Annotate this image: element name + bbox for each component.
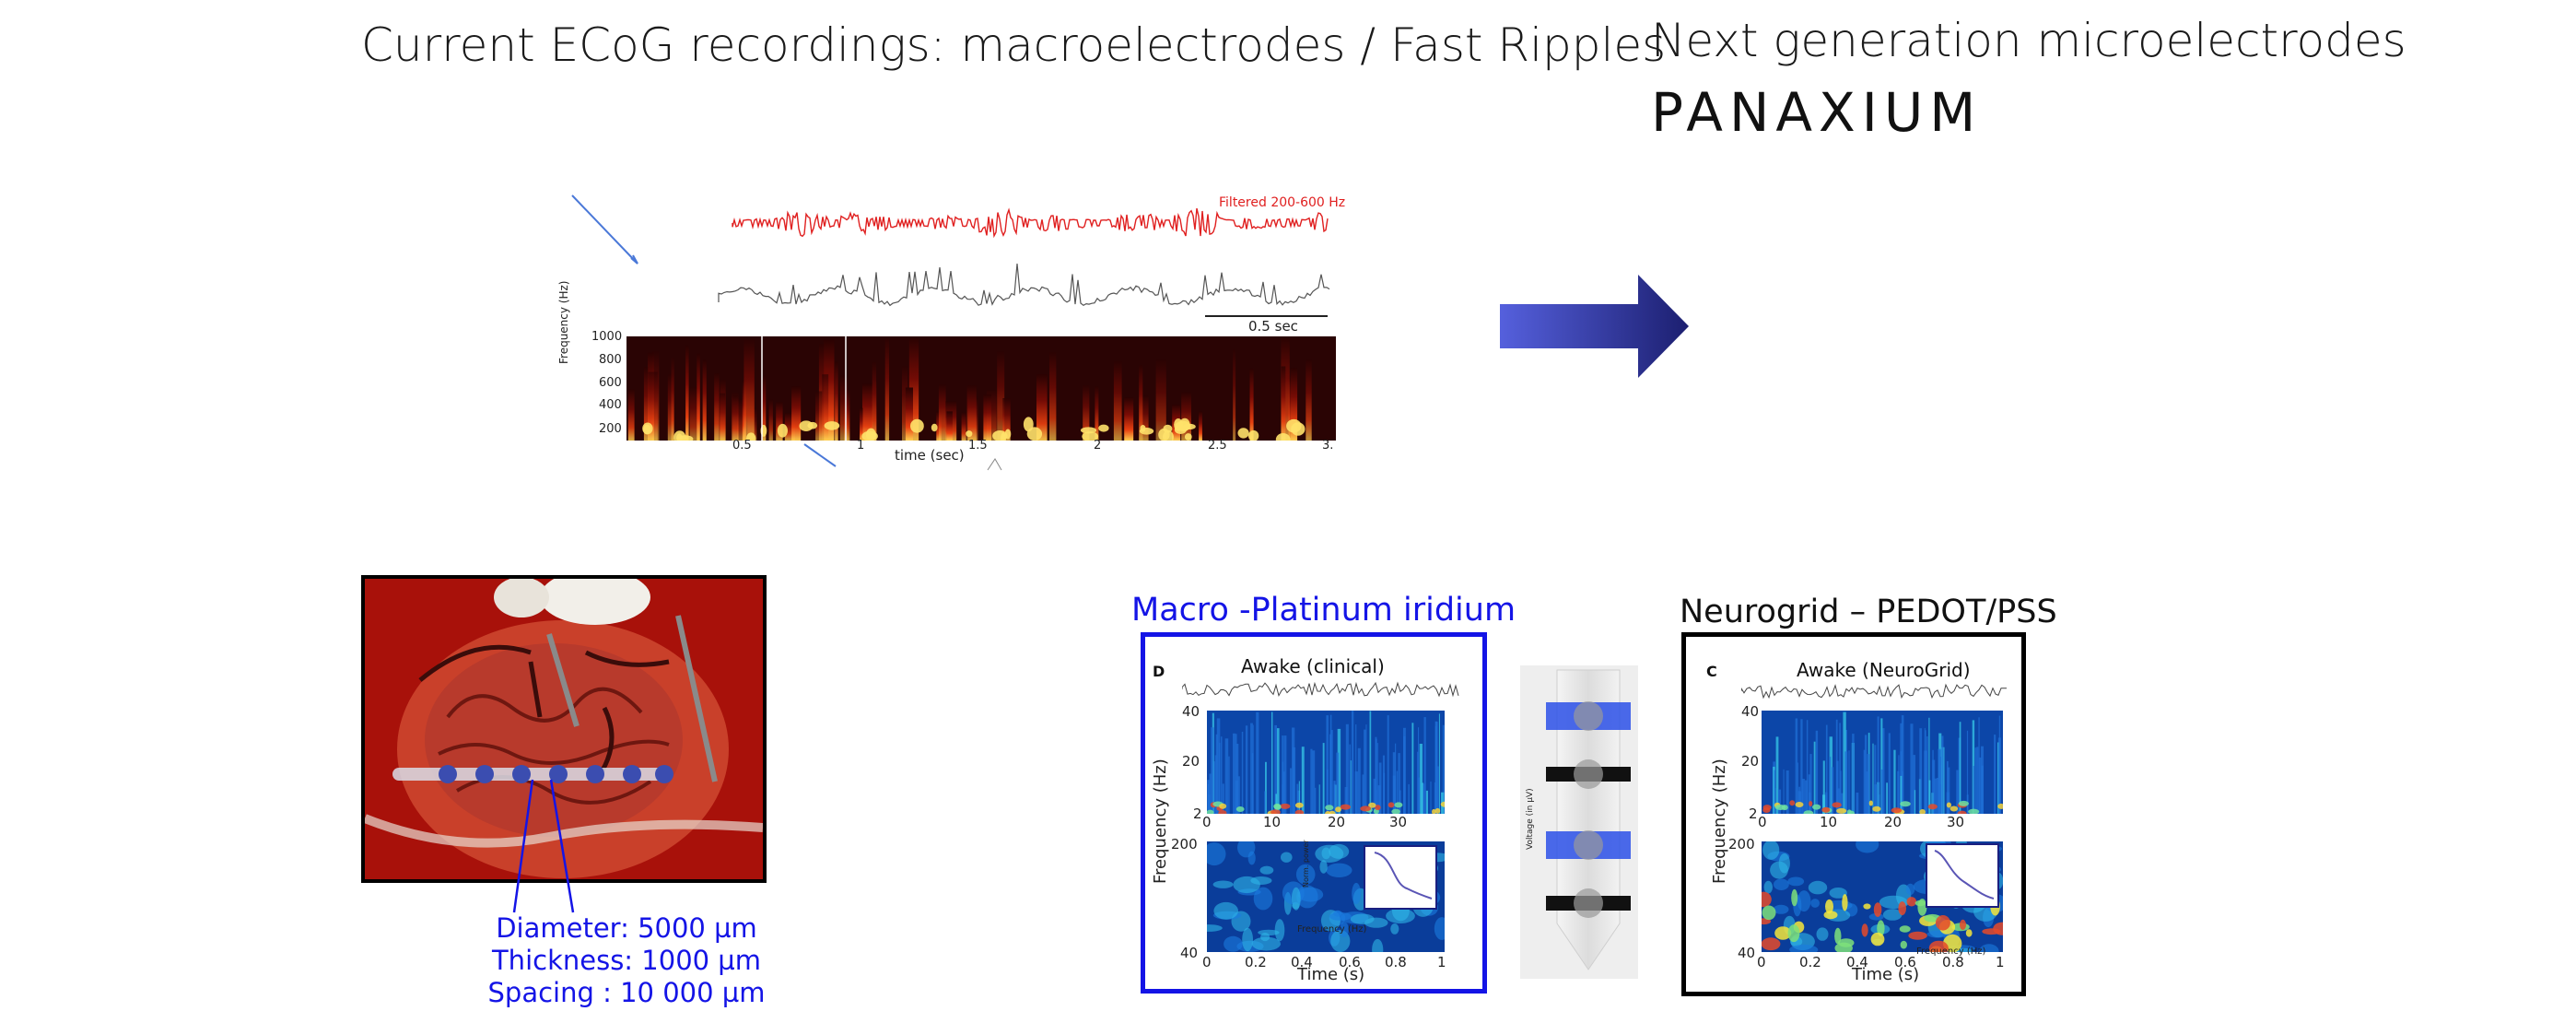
spectro-xtick: 1.5: [968, 439, 988, 453]
xtick: 0.2: [1799, 954, 1821, 970]
xtick: 0.6: [1339, 954, 1361, 970]
xtick: 10: [1263, 814, 1282, 830]
ytick: 2: [1193, 805, 1202, 822]
xtick: 20: [1884, 814, 1903, 830]
spec-thickness: Thickness: 1000 µm: [491, 945, 762, 976]
heading-next-generation: Next generation microelectrodes: [1651, 14, 2406, 67]
panel-letter: C: [1706, 663, 1717, 680]
spectro-xlabel: time (sec): [895, 447, 965, 464]
panel-xlabel: Time (s): [1852, 965, 1920, 984]
electrode-specs: Diameter: 5000 µm Thickness: 1000 µm Spa…: [479, 912, 774, 1009]
xtick: 30: [1947, 814, 1965, 830]
xtick: 0.2: [1245, 954, 1267, 970]
macro-bottom-spectrogram: [1207, 841, 1445, 952]
neurogrid-bottom-spectrogram: [1762, 841, 2003, 952]
ytick: 40: [1738, 945, 1756, 961]
panel-ylabel: Frequency (Hz): [1151, 758, 1170, 884]
ytick: 200: [1171, 836, 1198, 852]
xtick: 1: [1437, 954, 1446, 970]
spectro-xtick: 2.5: [1208, 439, 1227, 453]
xtick: 1: [1996, 954, 2005, 970]
probe-ylabel: Voltage (in µV): [1526, 788, 1535, 850]
inset-plot: [1926, 843, 1999, 908]
inset-xlabel: Frequency (Hz): [1916, 947, 1986, 957]
xtick: 20: [1328, 814, 1346, 830]
spectro-ytick: 800: [599, 353, 622, 367]
ecog-figure: Filtered 200-600 Hz 0.5 sec Frequency (H…: [557, 184, 1377, 475]
panel-letter: D: [1153, 663, 1165, 680]
spectro-ylabel: Frequency (Hz): [557, 280, 570, 365]
xtick: 0.4: [1291, 954, 1313, 970]
xtick: 0: [1758, 814, 1767, 830]
raw-trace: [718, 263, 1330, 307]
ytick: 20: [1182, 753, 1200, 770]
heading-current-ecog: Current ECoG recordings: macroelectrodes…: [361, 18, 1667, 72]
neurogrid-panel: C Awake (NeuroGrid) Frequency (Hz) 40 20…: [1681, 632, 2026, 996]
scale-label: 0.5 sec: [1248, 318, 1298, 335]
xtick: 0.6: [1894, 954, 1916, 970]
macro-panel-title: Macro -Platinum iridium: [1131, 592, 1516, 629]
ytick: 40: [1182, 703, 1200, 720]
spectro-xtick: 1: [857, 439, 865, 453]
spectro-xtick: 0.5: [732, 439, 752, 453]
pointer-line-top: [571, 194, 638, 265]
xtick: 0: [1202, 954, 1212, 970]
inset-ylabel: Norm. power: [1302, 840, 1310, 888]
pointer-line-bottom: [803, 443, 837, 467]
xtick: 0.8: [1385, 954, 1407, 970]
ytick: 20: [1741, 753, 1760, 770]
ytick: 40: [1180, 945, 1199, 961]
panel-subtitle: Awake (NeuroGrid): [1797, 659, 1971, 681]
xtick: 0: [1202, 814, 1212, 830]
neurogrid-panel-title: Neurogrid – PEDOT/PSS: [1680, 594, 2057, 630]
xtick: 30: [1389, 814, 1408, 830]
inset-plot: [1364, 845, 1437, 910]
xtick: 0.4: [1846, 954, 1868, 970]
panel-ylabel: Frequency (Hz): [1710, 758, 1729, 884]
xtick: 0: [1757, 954, 1766, 970]
xtick: 10: [1820, 814, 1838, 830]
surgical-photo: [361, 575, 767, 883]
spectro-ytick: 1000: [591, 330, 623, 344]
panel-xlabel: Time (s): [1297, 965, 1365, 984]
spectro-xtick: 2: [1094, 439, 1102, 453]
panaxium-logo: PANAXIUM: [1651, 81, 1983, 144]
panel-subtitle: Awake (clinical): [1241, 655, 1385, 677]
ecog-traces: [571, 194, 1330, 471]
spectro-ytick: 600: [599, 376, 622, 390]
spectro-ytick: 400: [599, 398, 622, 412]
inset-xlabel: Frequency (Hz): [1297, 924, 1367, 935]
macro-top-spectrogram: [1207, 711, 1445, 814]
spectro-ytick: 200: [599, 422, 622, 436]
ytick: 2: [1749, 805, 1758, 822]
ytick: 40: [1741, 703, 1760, 720]
xtick: 0.8: [1942, 954, 1964, 970]
spec-spacing: Spacing : 10 000 µm: [487, 977, 766, 1008]
spec-pointer-lines: [512, 779, 575, 913]
neurogrid-top-spectrogram: [1762, 711, 2003, 814]
spectro-xtick: 3.: [1322, 439, 1334, 453]
macro-panel: D Awake (clinical) Frequency (Hz) Norm. …: [1141, 632, 1487, 994]
probe-image: Voltage (in µV): [1520, 665, 1638, 979]
filtered-label: Filtered 200-600 Hz: [1219, 195, 1346, 210]
right-arrow-icon: [1500, 275, 1689, 378]
spec-diameter: Diameter: 5000 µm: [496, 912, 757, 944]
spectrogram-plot: [626, 336, 1336, 441]
ytick: 200: [1728, 836, 1755, 852]
filtered-trace: [732, 207, 1329, 239]
